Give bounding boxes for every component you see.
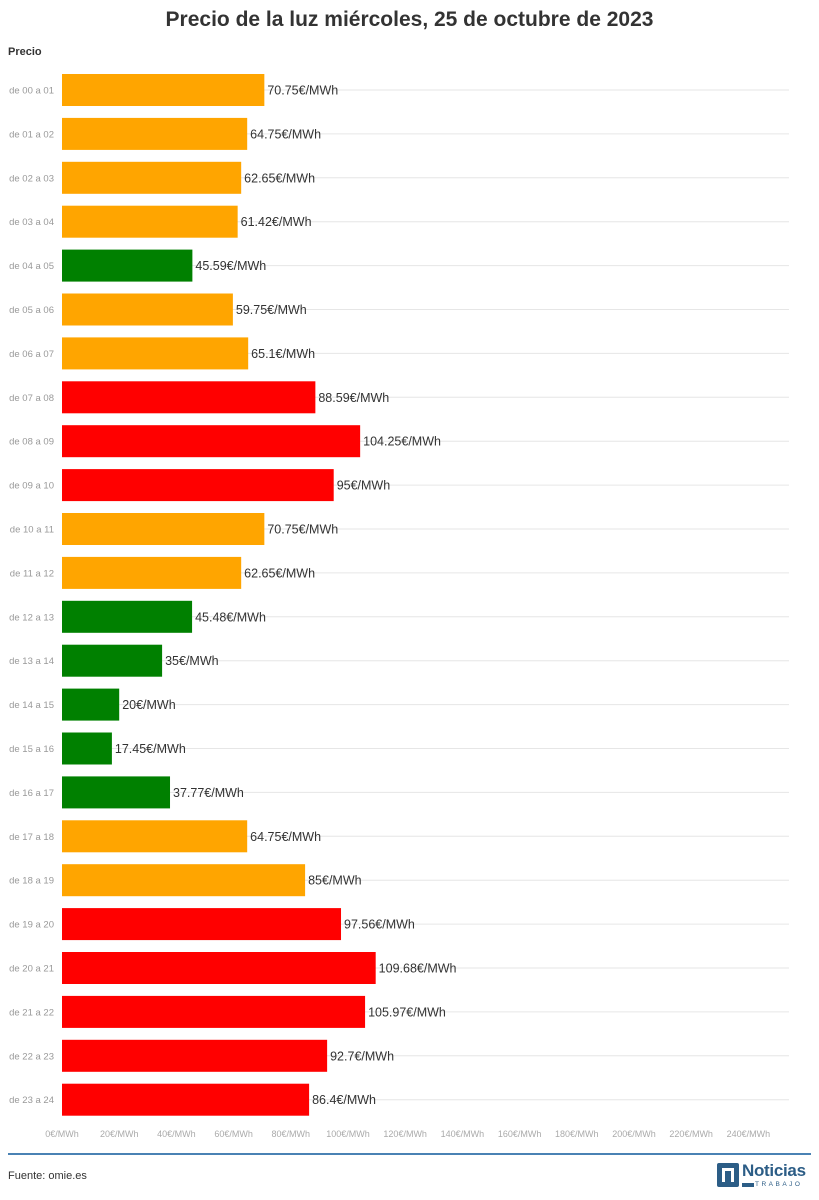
category-label: de 01 a 02 <box>9 129 54 140</box>
value-label: 64.75€/MWh <box>250 127 321 141</box>
x-tick-label: 20€/MWh <box>100 1129 139 1139</box>
category-label: de 15 a 16 <box>9 744 54 755</box>
x-tick-label: 140€/MWh <box>441 1129 485 1139</box>
brand-bar-icon <box>742 1183 754 1187</box>
value-label: 95€/MWh <box>337 479 391 493</box>
x-tick-label: 240€/MWh <box>727 1129 771 1139</box>
category-label: de 14 a 15 <box>9 700 54 711</box>
footer-divider <box>8 1153 811 1155</box>
category-label: de 22 a 23 <box>9 1051 54 1062</box>
brand-logo-word: Noticias <box>742 1161 806 1180</box>
bar <box>62 425 361 458</box>
x-tick-label: 80€/MWh <box>272 1129 311 1139</box>
bar <box>62 820 248 853</box>
chart-title: Precio de la luz miércoles, 25 de octubr… <box>165 8 654 31</box>
value-label: 88.59€/MWh <box>318 391 389 405</box>
value-label: 97.56€/MWh <box>344 918 415 932</box>
category-label: de 13 a 14 <box>9 656 54 667</box>
bar <box>62 337 249 370</box>
value-label: 62.65€/MWh <box>244 566 315 580</box>
x-tick-label: 60€/MWh <box>214 1129 253 1139</box>
value-label: 109.68€/MWh <box>379 962 457 976</box>
value-label: 104.25€/MWh <box>363 435 441 449</box>
bar <box>62 644 163 677</box>
value-label: 59.75€/MWh <box>236 303 307 317</box>
value-label: 85€/MWh <box>308 874 362 888</box>
category-label: de 20 a 21 <box>9 964 54 975</box>
bar <box>62 908 342 941</box>
category-label: de 12 a 13 <box>9 612 54 623</box>
value-label: 17.45€/MWh <box>115 742 186 756</box>
category-label: de 00 a 01 <box>9 86 54 97</box>
category-label: de 16 a 17 <box>9 788 54 799</box>
category-label: de 19 a 20 <box>9 920 54 931</box>
bar <box>62 205 238 238</box>
category-label: de 04 a 05 <box>9 261 54 272</box>
category-label: de 21 a 22 <box>9 1007 54 1018</box>
category-label: de 03 a 04 <box>9 217 54 228</box>
value-label: 62.65€/MWh <box>244 171 315 185</box>
category-label: de 10 a 11 <box>10 525 54 536</box>
value-label: 45.48€/MWh <box>195 610 266 624</box>
value-label: 92.7€/MWh <box>330 1049 394 1063</box>
value-label: 70.75€/MWh <box>267 523 338 537</box>
category-label: de 06 a 07 <box>9 349 54 360</box>
y-axis-title: Precio <box>8 46 42 58</box>
bar <box>62 952 376 984</box>
category-label: de 23 a 24 <box>9 1095 54 1106</box>
value-label: 37.77€/MWh <box>173 786 244 800</box>
value-label: 86.4€/MWh <box>312 1093 376 1107</box>
brand-logo: Noticias TRABAJO <box>717 1161 813 1189</box>
bar <box>62 249 193 282</box>
bar <box>62 864 306 897</box>
category-label: de 07 a 08 <box>9 393 54 404</box>
bar <box>62 732 112 765</box>
category-label: de 08 a 09 <box>9 437 54 448</box>
bar <box>62 556 242 589</box>
x-tick-label: 220€/MWh <box>669 1129 713 1139</box>
category-label: de 11 a 12 <box>10 568 54 579</box>
value-label: 45.59€/MWh <box>195 259 266 273</box>
value-label: 61.42€/MWh <box>241 215 312 229</box>
bar <box>62 117 248 150</box>
bar-chart: de 00 a 01 70.75€/MWh de 01 a 02 64.75€/MWh… <box>9 74 789 1139</box>
bar <box>62 995 366 1028</box>
bar <box>62 161 242 194</box>
value-label: 105.97€/MWh <box>368 1005 446 1019</box>
bar <box>62 1083 310 1116</box>
value-label: 70.75€/MWh <box>267 84 338 98</box>
category-label: de 18 a 19 <box>9 876 54 887</box>
bar <box>62 513 265 545</box>
bar <box>62 688 120 721</box>
x-tick-label: 160€/MWh <box>498 1129 542 1139</box>
x-tick-label: 40€/MWh <box>157 1129 196 1139</box>
value-label: 20€/MWh <box>122 698 176 712</box>
bar <box>62 381 316 414</box>
bar <box>62 600 193 633</box>
x-tick-label: 120€/MWh <box>383 1129 427 1139</box>
bar <box>62 74 265 106</box>
bar <box>62 776 171 809</box>
source-note: Fuente: omie.es <box>8 1170 87 1182</box>
x-tick-label: 180€/MWh <box>555 1129 599 1139</box>
category-label: de 02 a 03 <box>9 173 54 184</box>
category-label: de 05 a 06 <box>9 305 54 316</box>
value-label: 65.1€/MWh <box>251 347 315 361</box>
value-label: 35€/MWh <box>165 654 219 668</box>
brand-logo-sub: TRABAJO <box>755 1181 803 1188</box>
value-label: 64.75€/MWh <box>250 830 321 844</box>
bar <box>62 1039 328 1072</box>
bar <box>62 469 334 502</box>
x-tick-label: 0€/MWh <box>45 1129 79 1139</box>
x-tick-label: 100€/MWh <box>326 1129 370 1139</box>
brand-n-icon <box>717 1163 739 1187</box>
x-tick-label: 200€/MWh <box>612 1129 656 1139</box>
category-label: de 09 a 10 <box>9 481 54 492</box>
category-label: de 17 a 18 <box>9 832 54 843</box>
bar <box>62 293 233 326</box>
